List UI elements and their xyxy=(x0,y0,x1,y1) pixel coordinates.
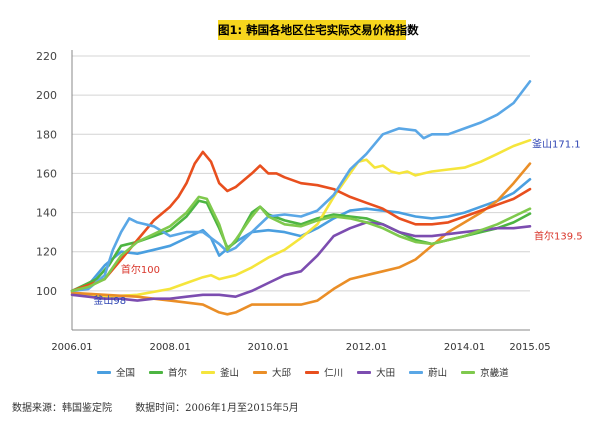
legend-label: 仁川 xyxy=(324,368,344,379)
chart-title: 图1: 韩国各地区住宅实际交易价格指数 xyxy=(218,20,419,40)
legend-item: 仁川 xyxy=(305,365,343,379)
annotation-label: 釜山98 xyxy=(93,294,126,307)
legend-swatch xyxy=(253,370,268,374)
series-line-6 xyxy=(70,80,532,293)
legend-item: 全国 xyxy=(97,365,135,379)
x-tick-label: 2015.05 xyxy=(509,342,550,353)
y-tick-label: 100 xyxy=(36,285,57,298)
legend-swatch xyxy=(461,370,476,374)
legend-swatch xyxy=(409,370,424,374)
legend-item: 京畿道 xyxy=(461,365,509,379)
legend-label: 大田 xyxy=(376,368,396,379)
series-line-7 xyxy=(70,195,532,293)
legend-label: 釜山 xyxy=(220,368,240,379)
legend-swatch xyxy=(305,370,320,374)
legend-swatch xyxy=(357,370,372,374)
y-tick-label: 220 xyxy=(36,50,57,63)
series-line-0 xyxy=(70,178,532,293)
y-tick-label: 160 xyxy=(36,167,57,180)
y-tick-label: 200 xyxy=(36,89,57,102)
x-tick-label: 2012.01 xyxy=(346,342,387,353)
series-line-3 xyxy=(70,162,532,316)
legend-label: 全国 xyxy=(116,368,136,379)
legend-label: 首尔 xyxy=(168,368,188,379)
x-tick-label: 2010.01 xyxy=(248,342,289,353)
source-note: 数据来源：韩国鉴定院 数据时间：2006年1月至2015年5月 xyxy=(12,399,319,414)
x-tick-label: 2014.01 xyxy=(444,342,485,353)
legend-swatch xyxy=(97,370,111,374)
legend-label: 大邱 xyxy=(272,368,292,379)
legend-label: 京畿道 xyxy=(480,368,509,379)
y-tick-label: 140 xyxy=(36,207,57,220)
legend-item: 蔚山 xyxy=(409,365,447,379)
legend-label: 蔚山 xyxy=(428,368,448,379)
series-line-5 xyxy=(70,221,532,302)
legend-item: 大田 xyxy=(357,365,395,379)
legend-swatch xyxy=(149,370,164,374)
x-tick-label: 2008.01 xyxy=(149,342,190,353)
legend-item: 大邱 xyxy=(253,365,291,379)
legend-item: 首尔 xyxy=(149,365,187,379)
legend-item: 釜山 xyxy=(201,365,239,379)
y-tick-label: 180 xyxy=(36,128,57,141)
source-label: 数据来源：韩国鉴定院 xyxy=(12,403,112,414)
legend-swatch xyxy=(201,370,216,374)
x-tick-label: 2006.01 xyxy=(51,342,92,353)
series-line-2 xyxy=(70,138,532,298)
series-line-4 xyxy=(70,150,532,293)
annotation-label: 首尔100 xyxy=(121,263,160,276)
source-time: 数据时间：2006年1月至2015年5月 xyxy=(135,403,299,414)
annotation-label: 首尔139.5 xyxy=(534,230,583,243)
annotation-label: 釜山171.1 xyxy=(532,138,581,151)
chart-legend: 全国 首尔 釜山 大邱 仁川 大田 蔚山 京畿道 xyxy=(97,364,523,380)
y-tick-label: 120 xyxy=(36,246,57,259)
